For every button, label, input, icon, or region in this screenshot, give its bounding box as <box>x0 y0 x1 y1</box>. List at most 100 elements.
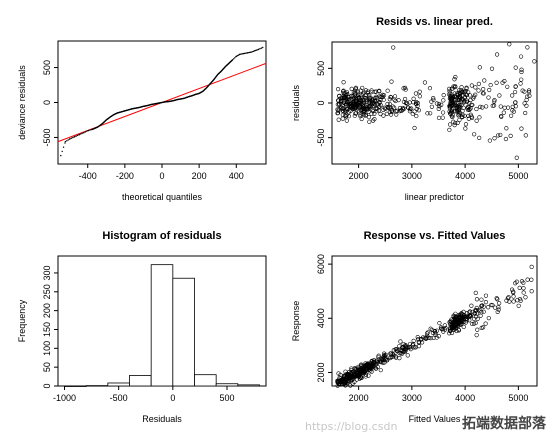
scatter-point <box>527 93 532 98</box>
qq-point <box>257 48 260 51</box>
scatter-point <box>492 99 497 104</box>
y-tick-label: 250 <box>42 284 52 299</box>
qq-point <box>86 130 88 132</box>
scatter-point <box>411 338 416 343</box>
scatter-point <box>352 373 357 378</box>
scatter-point <box>495 309 500 315</box>
scatter-point <box>461 315 466 321</box>
scatter-point <box>342 95 347 100</box>
scatter-point <box>481 91 486 96</box>
scatter-point <box>437 320 442 326</box>
scatter-point <box>401 86 406 91</box>
histogram-bar <box>129 375 152 387</box>
scatter-point <box>451 325 456 330</box>
scatter-point <box>403 101 409 106</box>
scatter-point <box>480 105 485 110</box>
scatter-point <box>471 316 477 321</box>
y-axis-label: deviance residuals <box>17 65 27 140</box>
scatter-point <box>355 369 360 374</box>
x-tick-label: 2000 <box>349 393 369 403</box>
scatter-point <box>393 355 399 360</box>
scatter-point <box>518 81 523 86</box>
scatter-point <box>371 358 377 363</box>
y-tick-label: 500 <box>42 60 52 75</box>
qq-point <box>235 55 237 58</box>
scatter-point <box>513 100 518 105</box>
scatter-point <box>464 86 469 91</box>
qq-point <box>248 51 251 54</box>
scatter-point <box>516 303 521 308</box>
scatter-point <box>458 317 463 323</box>
scatter-point <box>405 105 411 110</box>
scatter-point <box>442 323 447 328</box>
scatter-point <box>349 86 354 91</box>
scatter-point <box>504 126 509 131</box>
scatter-point <box>390 104 395 109</box>
scatter-point <box>442 327 448 332</box>
qq-point <box>244 52 246 55</box>
scatter-point <box>369 88 374 93</box>
x-axis-label: linear predictor <box>405 192 465 202</box>
scatter-point <box>502 105 507 110</box>
scatter-point <box>382 360 387 365</box>
scatter-point <box>498 113 504 119</box>
scatter-point <box>483 321 488 326</box>
scatter-point <box>477 115 482 120</box>
scatter-point <box>506 295 511 300</box>
scatter-point <box>518 54 524 59</box>
scatter-point <box>336 98 341 103</box>
scatter-point <box>365 365 370 370</box>
y-tick-label: 6000 <box>316 254 326 274</box>
scatter-point <box>494 296 499 301</box>
scatter-point <box>509 113 514 118</box>
scatter-point <box>341 106 346 111</box>
scatter-point <box>523 110 528 116</box>
scatter-point <box>451 119 456 124</box>
qq-point <box>243 52 245 55</box>
qq-point <box>64 142 66 144</box>
scatter-point <box>388 112 394 117</box>
scatter-point <box>351 89 356 94</box>
scatter-point <box>474 106 479 112</box>
qq-point <box>60 154 62 157</box>
scatter-point <box>345 91 350 97</box>
y-tick-label: 200 <box>42 303 52 318</box>
scatter-point <box>450 109 455 114</box>
scatter-point <box>479 297 484 302</box>
scatter-point <box>464 311 470 316</box>
histogram-bar <box>172 277 195 387</box>
scatter-point <box>429 104 434 109</box>
scatter-point <box>443 325 448 331</box>
scatter-point <box>463 126 468 131</box>
scatter-point <box>519 126 524 131</box>
scatter-point <box>356 94 361 100</box>
scatter-point <box>398 339 403 344</box>
scatter-point <box>351 96 356 101</box>
scatter-point <box>487 87 492 93</box>
scatter-point <box>468 313 473 318</box>
scatter-point <box>344 103 349 108</box>
scatter-point <box>522 101 527 106</box>
scatter-point <box>453 317 458 323</box>
scatter-point <box>453 84 458 89</box>
scatter-point <box>477 135 482 141</box>
x-tick-label: 400 <box>229 171 244 181</box>
scatter-point <box>401 349 406 354</box>
scatter-point <box>369 369 374 374</box>
scatter-point <box>471 96 476 101</box>
scatter-point <box>392 97 397 102</box>
scatter-point <box>410 343 415 348</box>
scatter-point <box>389 79 394 84</box>
scatter-point <box>513 65 518 70</box>
scatter-point <box>496 305 501 310</box>
scatter-point <box>487 138 492 143</box>
scatter-point <box>381 355 386 360</box>
scatter-point <box>339 381 344 386</box>
scatter-point <box>441 98 446 103</box>
qq-point <box>252 50 255 53</box>
scatter-point <box>505 105 511 110</box>
scatter-point <box>362 112 367 117</box>
scatter-point <box>359 116 364 122</box>
scatter-point <box>394 108 400 113</box>
scatter-point <box>335 87 341 92</box>
